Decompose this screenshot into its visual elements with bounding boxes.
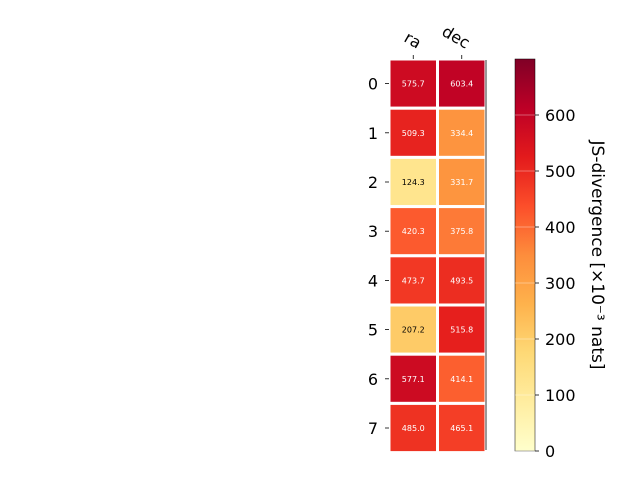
cell-value-label: 493.5 [450,276,473,285]
cell-value-label: 334.4 [450,129,473,138]
colorbar-tick-label: 100 [545,386,576,405]
heatmap-cell [436,401,488,455]
cell-value-label: 575.7 [402,80,425,89]
heatmap-cell [436,254,488,307]
colorbar: 0 100 200 300 400 500 600 JS-divergence [×10⁻³… [514,58,607,461]
cell-value-label: 515.8 [450,326,473,335]
colorbar-label: JS-divergence [×10⁻³ nats] [587,140,607,370]
y-tick-label: 2 [368,173,378,192]
heatmap-cells: 575.7 603.4 509.3 334.4 124.3 331.7 420.3 375.8… [387,57,488,455]
x-tick-label: ra [401,28,425,53]
cell-value-label: 414.1 [450,375,473,384]
y-tick-label: 5 [368,321,378,340]
colorbar-tick-label: 300 [545,274,576,293]
colorbar-gradient [514,58,536,452]
y-tick-label: 6 [368,370,378,389]
heatmap-cell [436,205,488,258]
cell-value-label: 207.2 [402,326,425,335]
x-tick-label: dec [439,22,473,53]
cell-value-label: 577.1 [402,375,425,384]
cell-value-label: 485.0 [402,424,425,433]
cell-value-label: 473.7 [402,276,425,285]
cell-value-label: 420.3 [402,227,425,236]
colorbar-ticks: 0 100 200 300 400 500 600 [515,106,576,461]
x-axis: ra dec [401,22,473,59]
cell-value-label: 124.3 [402,178,425,187]
colorbar-tick-label: 200 [545,330,576,349]
cell-value-label: 375.8 [450,227,473,236]
y-tick-label: 1 [368,124,378,143]
y-tick-label: 7 [368,419,378,438]
colorbar-tick-label: 500 [545,162,576,181]
cell-value-label: 509.3 [402,129,425,138]
cell-value-label: 603.4 [450,80,473,89]
colorbar-tick-label: 400 [545,218,576,237]
y-tick-label: 0 [368,75,378,94]
y-axis: 0 1 2 3 4 5 6 7 [368,75,389,438]
colorbar-tick-label: 0 [545,442,555,461]
cell-value-label: 331.7 [450,178,473,187]
y-tick-label: 4 [368,271,378,290]
cell-value-label: 465.1 [450,424,473,433]
colorbar-tick-label: 600 [545,106,576,125]
y-tick-label: 3 [368,222,378,241]
